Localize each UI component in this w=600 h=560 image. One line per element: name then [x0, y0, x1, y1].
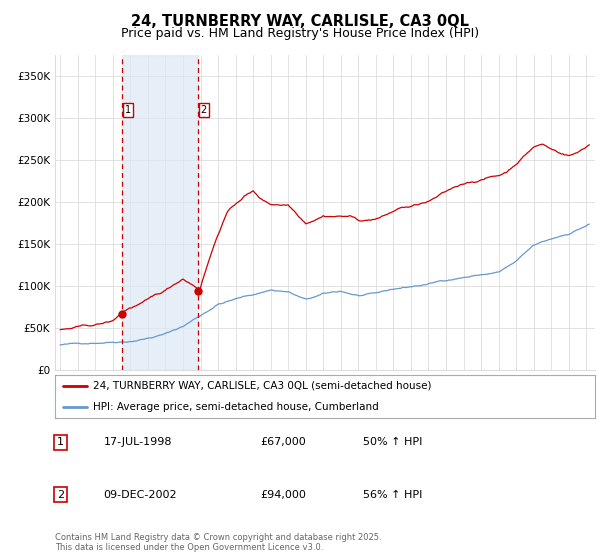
- Text: 1: 1: [125, 105, 131, 115]
- Text: Contains HM Land Registry data © Crown copyright and database right 2025.
This d: Contains HM Land Registry data © Crown c…: [55, 533, 382, 552]
- Text: 09-DEC-2002: 09-DEC-2002: [104, 489, 177, 500]
- Text: 2: 2: [57, 489, 64, 500]
- Text: 24, TURNBERRY WAY, CARLISLE, CA3 0QL (semi-detached house): 24, TURNBERRY WAY, CARLISLE, CA3 0QL (se…: [93, 381, 431, 391]
- Bar: [122, 55, 198, 370]
- Text: 24, TURNBERRY WAY, CARLISLE, CA3 0QL: 24, TURNBERRY WAY, CARLISLE, CA3 0QL: [131, 14, 469, 29]
- Text: £67,000: £67,000: [260, 437, 306, 447]
- Text: 17-JUL-1998: 17-JUL-1998: [104, 437, 172, 447]
- Text: HPI: Average price, semi-detached house, Cumberland: HPI: Average price, semi-detached house,…: [93, 402, 379, 412]
- Text: 1: 1: [57, 437, 64, 447]
- Text: £94,000: £94,000: [260, 489, 306, 500]
- Text: Price paid vs. HM Land Registry's House Price Index (HPI): Price paid vs. HM Land Registry's House …: [121, 27, 479, 40]
- Text: 50% ↑ HPI: 50% ↑ HPI: [363, 437, 422, 447]
- Text: 56% ↑ HPI: 56% ↑ HPI: [363, 489, 422, 500]
- Text: 2: 2: [200, 105, 207, 115]
